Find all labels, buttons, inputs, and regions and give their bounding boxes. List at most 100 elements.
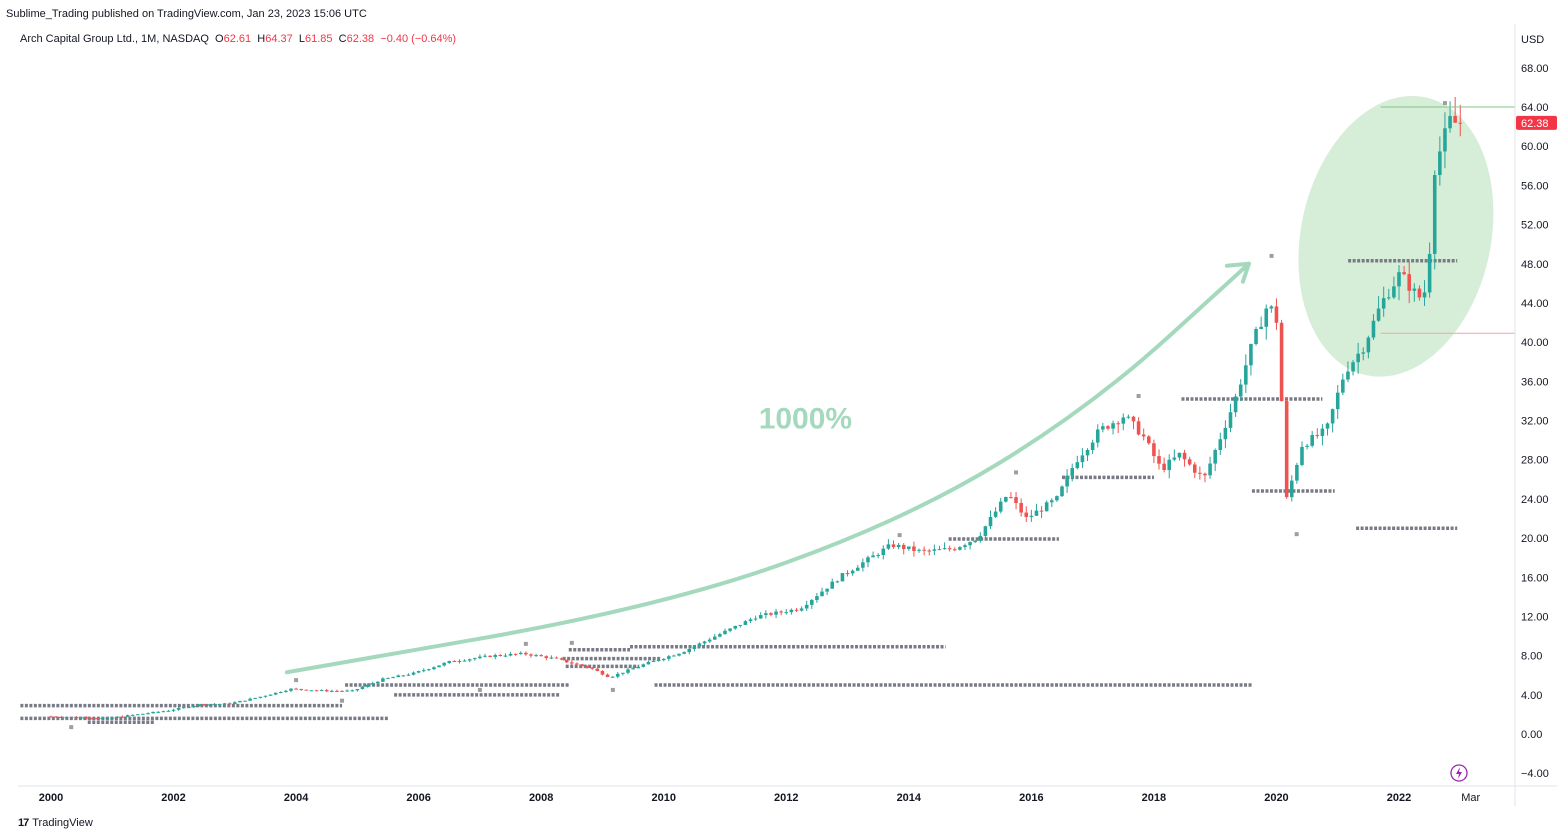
candle-body[interactable] <box>508 653 513 656</box>
candle-body[interactable] <box>1432 175 1437 254</box>
candle-body[interactable] <box>1065 475 1069 487</box>
candle-body[interactable] <box>156 711 161 713</box>
candle-body[interactable] <box>907 546 911 549</box>
candle-body[interactable] <box>125 715 130 717</box>
candle-body[interactable] <box>1402 272 1406 275</box>
candle-body[interactable] <box>595 668 600 672</box>
candle-body[interactable] <box>248 698 252 701</box>
candle-body[interactable] <box>667 656 671 659</box>
candle-body[interactable] <box>988 516 993 527</box>
candle-body[interactable] <box>1009 497 1013 499</box>
candle-body[interactable] <box>1177 452 1182 458</box>
candle-body[interactable] <box>866 557 870 563</box>
candle-body[interactable] <box>1381 298 1386 309</box>
candle-body[interactable] <box>947 548 952 550</box>
candle-body[interactable] <box>181 707 186 709</box>
candle-body[interactable] <box>1366 337 1371 353</box>
candle-body[interactable] <box>197 704 201 706</box>
candle-body[interactable] <box>1213 450 1217 464</box>
candle-body[interactable] <box>161 711 166 713</box>
candle-body[interactable] <box>1335 392 1340 410</box>
candle-body[interactable] <box>1233 396 1238 413</box>
candle-body[interactable] <box>268 694 273 696</box>
candle-body[interactable] <box>171 709 176 711</box>
candle-body[interactable] <box>447 661 452 663</box>
highlight-ellipse[interactable] <box>1274 78 1519 395</box>
candle-body[interactable] <box>90 718 94 720</box>
candle-body[interactable] <box>758 615 763 619</box>
candle-body[interactable] <box>1014 497 1018 504</box>
candle-body[interactable] <box>110 717 115 719</box>
candle-body[interactable] <box>467 659 472 661</box>
candle-body[interactable] <box>1039 510 1044 512</box>
candle-body[interactable] <box>804 604 809 609</box>
candle-body[interactable] <box>1300 446 1304 465</box>
candle-body[interactable] <box>912 546 916 551</box>
candle-body[interactable] <box>815 596 819 601</box>
candle-body[interactable] <box>59 716 63 718</box>
candle-body[interactable] <box>1085 449 1090 456</box>
candle-body[interactable] <box>682 652 686 654</box>
candle-body[interactable] <box>483 655 487 657</box>
candle-body[interactable] <box>74 716 79 718</box>
candle-body[interactable] <box>207 704 212 706</box>
candle-body[interactable] <box>1004 497 1008 502</box>
candle-body[interactable] <box>713 636 717 640</box>
candle-body[interactable] <box>1187 459 1192 465</box>
candle-body[interactable] <box>141 713 145 715</box>
candle-body[interactable] <box>651 660 656 662</box>
candle-body[interactable] <box>304 689 309 691</box>
candle-body[interactable] <box>360 686 365 690</box>
candle-body[interactable] <box>1228 412 1233 428</box>
candle-body[interactable] <box>1208 463 1212 476</box>
candle-body[interactable] <box>376 681 380 684</box>
candle-body[interactable] <box>621 672 625 674</box>
candle-body[interactable] <box>1075 462 1080 469</box>
trend-curve[interactable] <box>284 261 1251 675</box>
candle-body[interactable] <box>1080 455 1085 463</box>
candle-body[interactable] <box>1422 292 1427 298</box>
candle-body[interactable] <box>406 674 411 676</box>
candle-body[interactable] <box>493 655 498 657</box>
candle-body[interactable] <box>672 655 676 657</box>
candle-body[interactable] <box>227 703 232 705</box>
candle-body[interactable] <box>105 717 109 719</box>
candle-body[interactable] <box>968 542 972 546</box>
candle-body[interactable] <box>529 654 533 656</box>
candle-body[interactable] <box>1279 322 1284 402</box>
candle-body[interactable] <box>1050 500 1054 503</box>
candle-body[interactable] <box>973 540 977 543</box>
candle-body[interactable] <box>243 700 247 702</box>
candle-body[interactable] <box>1131 416 1136 422</box>
candle-body[interactable] <box>1249 343 1253 366</box>
candle-body[interactable] <box>130 714 135 716</box>
candle-body[interactable] <box>151 711 155 714</box>
candle-body[interactable] <box>570 662 574 664</box>
candle-body[interactable] <box>1376 308 1381 321</box>
candle-body[interactable] <box>1044 502 1049 512</box>
candle-body[interactable] <box>631 668 635 670</box>
candle-body[interactable] <box>1116 423 1120 425</box>
candle-body[interactable] <box>391 677 395 679</box>
candle-body[interactable] <box>876 555 880 557</box>
candle-body[interactable] <box>273 692 278 695</box>
candle-body[interactable] <box>891 544 896 548</box>
candle-body[interactable] <box>437 665 441 668</box>
candle-body[interactable] <box>1198 472 1202 474</box>
candle-body[interactable] <box>166 710 171 712</box>
candle-body[interactable] <box>1101 426 1105 430</box>
candle-body[interactable] <box>222 703 227 705</box>
candle-body[interactable] <box>1305 445 1309 447</box>
candle-body[interactable] <box>524 652 528 655</box>
candle-body[interactable] <box>799 608 804 611</box>
candle-body[interactable] <box>1295 464 1299 481</box>
candle-body[interactable] <box>1024 512 1029 517</box>
candle-body[interactable] <box>1320 428 1325 437</box>
candle-body[interactable] <box>289 688 293 691</box>
candle-body[interactable] <box>396 675 400 678</box>
candle-body[interactable] <box>779 611 783 613</box>
candle-body[interactable] <box>692 646 697 649</box>
candle-body[interactable] <box>1264 308 1269 327</box>
candle-body[interactable] <box>518 652 523 654</box>
candle-body[interactable] <box>1019 503 1023 513</box>
